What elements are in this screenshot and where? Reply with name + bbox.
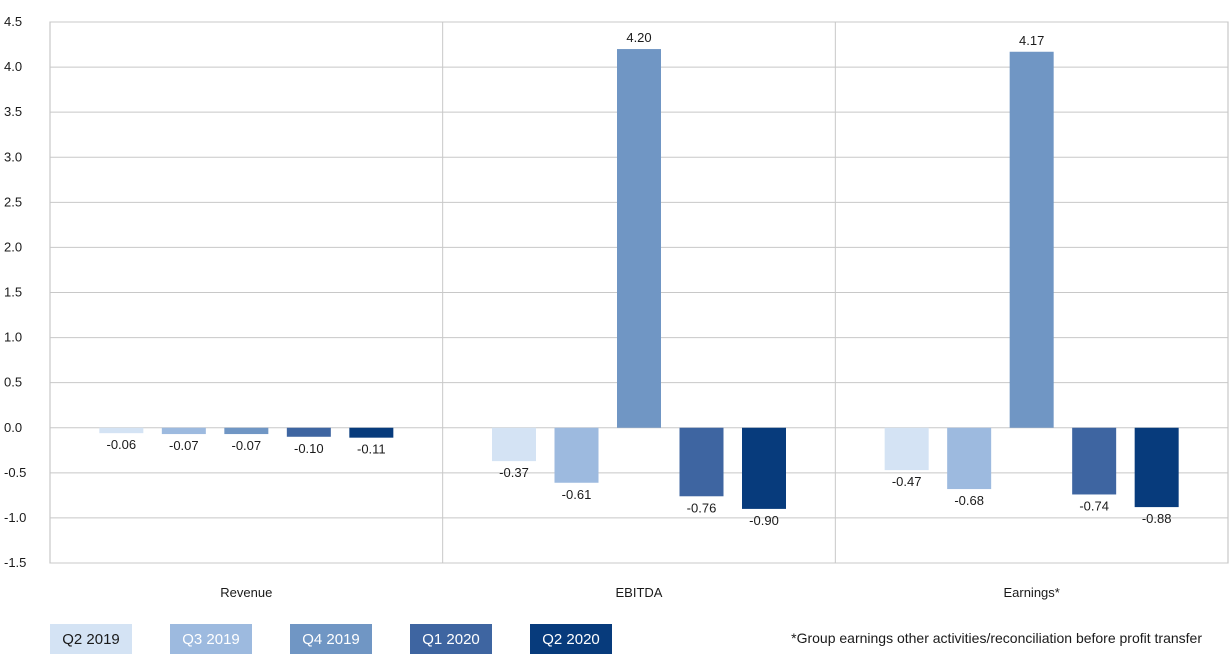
data-label: -0.47 [892,474,922,489]
y-tick-label: 4.5 [4,14,22,29]
category-label: Earnings* [1003,585,1059,600]
data-labels: -0.06 -0.07 -0.07 -0.10 -0.11 -0.37 -0.61 4.20 -… [107,30,1172,528]
data-label: -0.06 [107,437,137,452]
bar [742,427,786,509]
y-tick-label: -1.5 [4,555,26,570]
bar [349,427,394,438]
data-label: -0.10 [294,441,324,456]
data-label: -0.61 [562,487,592,502]
category-labels: Revenue EBITDA Earnings* [220,585,1060,600]
y-tick-label: 0.0 [4,420,22,435]
bar [884,427,929,471]
bar [679,427,724,497]
data-label: 4.20 [626,30,651,45]
y-tick-label: 3.5 [4,104,22,119]
bar [947,427,992,490]
legend-item: Q3 2019 [170,624,252,654]
bar [1134,427,1179,508]
data-label: -0.11 [357,442,386,457]
y-tick-label: -0.5 [4,465,26,480]
data-label: -0.76 [687,500,717,515]
data-label: 4.17 [1019,33,1044,48]
bar [224,427,269,435]
bar [1072,427,1117,495]
data-label: -0.37 [499,465,529,480]
bar [161,427,206,435]
y-tick-label: 2.5 [4,194,22,209]
bar [554,427,599,483]
footnote: *Group earnings other activities/reconci… [791,630,1202,646]
bar [1009,51,1054,428]
bars [99,49,1179,509]
data-label: -0.68 [954,493,984,508]
data-label: -0.07 [232,438,262,453]
data-label: -0.90 [749,513,779,528]
legend-item: Q2 2020 [530,624,612,654]
bar [617,49,661,428]
bar [492,427,536,462]
bar [99,427,144,434]
bar [286,427,331,437]
category-label: Revenue [220,585,272,600]
data-label: -0.74 [1079,498,1109,513]
data-label: -0.88 [1142,511,1172,526]
legend-item: Q1 2020 [410,624,492,654]
legend: Q2 2019 Q3 2019 Q4 2019 Q1 2020 Q2 2020 [50,624,650,654]
data-label: -0.07 [169,438,199,453]
bar-chart: -1.5 -1.0 -0.5 0.0 0.5 1.0 1.5 2.0 2.5 3.0 3.5 4.0 4… [4,14,1229,600]
y-tick-label: 1.0 [4,330,22,345]
legend-item: Q4 2019 [290,624,372,654]
y-tick-label: 1.5 [4,285,22,300]
y-tick-label: 2.0 [4,239,22,254]
legend-item: Q2 2019 [50,624,132,654]
y-tick-label: -1.0 [4,510,26,525]
y-tick-label: 4.0 [4,59,22,74]
category-label: EBITDA [616,585,663,600]
y-tick-label: 3.0 [4,149,22,164]
y-tick-label: 0.5 [4,375,22,390]
y-axis: -1.5 -1.0 -0.5 0.0 0.5 1.0 1.5 2.0 2.5 3.0 3.5 4.0 4… [4,14,26,570]
